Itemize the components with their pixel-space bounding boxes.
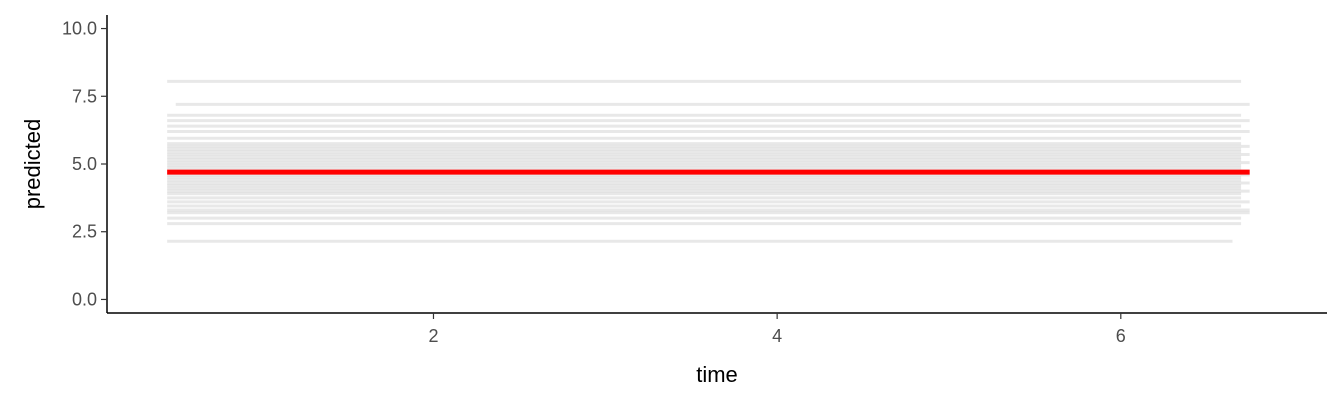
y-axis-title: predicted xyxy=(20,119,45,210)
x-tick-label: 6 xyxy=(1116,326,1126,346)
y-tick-label: 0.0 xyxy=(72,289,97,309)
x-tick-label: 4 xyxy=(772,326,782,346)
y-tick-label: 10.0 xyxy=(62,19,97,39)
x-axis-ticks: 2 4 6 xyxy=(428,313,1126,346)
y-axis-ticks: 0.0 2.5 5.0 7.5 10.0 xyxy=(62,19,107,309)
y-tick-label: 7.5 xyxy=(72,86,97,106)
x-axis-title: time xyxy=(696,362,738,387)
x-tick-label: 2 xyxy=(428,326,438,346)
y-tick-label: 5.0 xyxy=(72,154,97,174)
y-tick-label: 2.5 xyxy=(72,222,97,242)
individual-lines-group xyxy=(167,79,1250,243)
